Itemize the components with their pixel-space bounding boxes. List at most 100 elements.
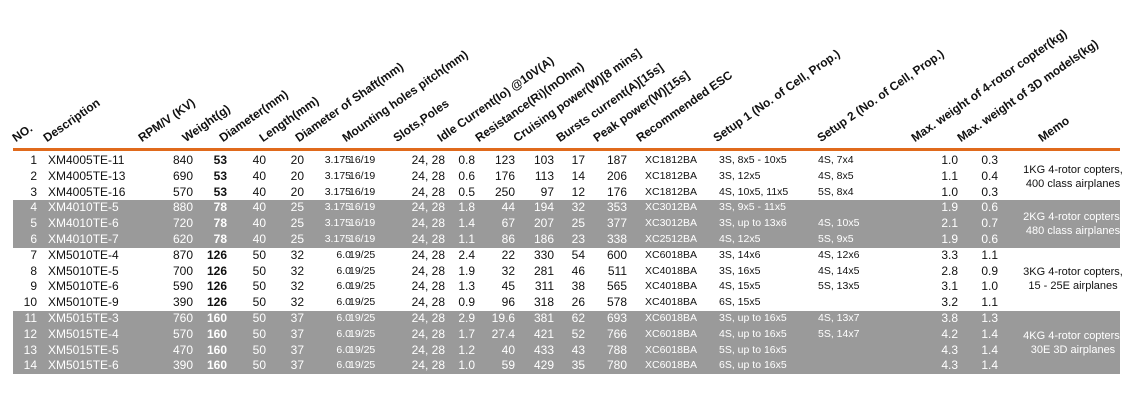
cell-cruise: 330 (533, 247, 554, 262)
cell-slots: 24, 28 (411, 295, 445, 310)
cell-rpm: 700 (172, 263, 193, 278)
cell-cruise: 311 (534, 279, 554, 294)
cell-dia: 40 (252, 153, 266, 167)
cell-desc: XM5010TE-6 (48, 279, 119, 294)
cell-esc: XC6018BA (645, 359, 697, 372)
cell-no: 7 (30, 247, 37, 262)
cell-s2: 4S, 14x5 (818, 264, 860, 277)
memo-line: 1KG 4-rotor copters, (1023, 163, 1123, 176)
cell-s2: 5S, 9x5 (818, 232, 854, 245)
cell-holes: 16/19 (349, 217, 376, 230)
table-row: 2 XM4005TE-13 690 53 40 20 3.175 16/19 24, 28 0.6… (13, 168, 1120, 185)
cell-wt: 53 (213, 184, 227, 199)
cell-no: 8 (30, 263, 37, 278)
cell-rpm: 760 (172, 310, 193, 325)
cell-shaft: 6.0 (336, 248, 351, 261)
cell-cruise: 429 (533, 358, 554, 373)
memo-line: 400 class airplanes (1025, 177, 1121, 190)
cell-desc: XM5015TE-4 (48, 326, 119, 341)
cell-dia: 40 (252, 184, 266, 199)
cell-holes: 16/19 (349, 185, 376, 198)
cell-esc: XC3012BA (645, 201, 697, 214)
cell-cruise: 207 (533, 216, 554, 231)
cell-m3d: 1.3 (981, 310, 998, 325)
header-memo: Memo (1035, 113, 1072, 145)
cell-slots: 24, 28 (411, 326, 445, 341)
cell-res: 19.6 (491, 310, 515, 325)
cell-res: 40 (501, 342, 515, 357)
cell-peak: 565 (606, 279, 627, 294)
cell-idle: 1.3 (458, 279, 475, 294)
cell-burst: 14 (571, 168, 585, 183)
cell-rpm: 720 (172, 216, 193, 231)
cell-idle: 1.7 (458, 326, 475, 341)
cell-rpm: 880 (172, 200, 193, 215)
cell-s1: 4S, 10x5, 11x5 (719, 185, 789, 198)
cell-no: 9 (30, 279, 37, 294)
cell-m3d: 1.1 (981, 247, 998, 262)
cell-idle: 1.0 (458, 358, 475, 373)
cell-no: 12 (23, 326, 37, 341)
cell-wt: 78 (213, 231, 227, 246)
cell-res: 27.4 (491, 326, 515, 341)
cell-wt: 78 (213, 216, 227, 231)
cell-len: 20 (290, 168, 304, 183)
cell-m4: 3.1 (941, 279, 958, 294)
cell-esc: XC6018BA (645, 327, 697, 340)
cell-idle: 1.1 (458, 231, 475, 246)
cell-peak: 511 (607, 263, 627, 278)
memo-cell: 4KG 4-rotor copters, 30E 3D airplanes (1013, 329, 1128, 357)
cell-idle: 1.8 (458, 200, 475, 215)
cell-m3d: 1.4 (981, 358, 998, 373)
cell-cruise: 113 (534, 168, 554, 183)
cell-peak: 176 (606, 184, 627, 199)
cell-s2: 4S, 8x5 (818, 169, 854, 182)
cell-s1: 4S, up to 16x5 (719, 327, 787, 340)
cell-s1: 6S, 15x5 (719, 296, 761, 309)
memo-line: 480 class airplanes (1025, 225, 1121, 238)
cell-len: 37 (290, 342, 304, 357)
cell-dia: 50 (252, 247, 266, 262)
cell-s2 (818, 358, 908, 374)
cell-peak: 600 (606, 247, 627, 262)
table-row: 7 XM5010TE-4 870 126 50 32 6.0 19/25 24, 28 2.4 22… (13, 247, 1120, 264)
cell-holes: 16/19 (349, 201, 376, 214)
cell-rpm: 590 (172, 279, 193, 294)
cell-no: 10 (23, 295, 37, 310)
cell-s1: 4S, 12x5 (719, 232, 761, 245)
cell-idle: 0.8 (458, 153, 475, 167)
cell-desc: XM5015TE-5 (48, 342, 119, 357)
cell-wt: 160 (206, 342, 227, 357)
cell-rpm: 620 (172, 231, 193, 246)
cell-m3d: 1.4 (981, 342, 998, 357)
cell-res: 123 (494, 153, 515, 167)
cell-res: 59 (501, 358, 515, 373)
cell-dia: 50 (252, 326, 266, 341)
cell-m4: 1.0 (941, 153, 958, 167)
cell-slots: 24, 28 (411, 358, 445, 373)
cell-no: 3 (30, 184, 37, 199)
cell-dia: 40 (252, 168, 266, 183)
cell-m3d: 0.3 (981, 153, 998, 167)
table-row: 11 XM5015TE-3 760 160 50 37 6.0 19/25 24, 28 2.9 1… (13, 310, 1120, 327)
motor-table-body: 1 XM4005TE-11 840 53 40 20 3.175 16/19 24, 28 0.8… (13, 153, 1123, 375)
cell-s1: 3S, up to 13x6 (719, 217, 787, 230)
cell-holes: 16/19 (349, 232, 376, 245)
cell-shaft: 3.175 (324, 154, 351, 166)
cell-s2: 5S, 13x5 (818, 280, 860, 293)
cell-peak: 780 (606, 358, 627, 373)
cell-idle: 0.9 (458, 295, 475, 310)
cell-holes: 19/25 (349, 264, 376, 277)
cell-shaft: 3.175 (324, 201, 351, 214)
cell-rpm: 570 (172, 184, 193, 199)
cell-peak: 766 (606, 326, 627, 341)
cell-idle: 2.4 (458, 247, 475, 262)
cell-m4: 4.2 (941, 326, 958, 341)
cell-no: 14 (23, 358, 37, 373)
cell-s2 (818, 200, 908, 216)
cell-holes: 19/25 (349, 280, 376, 293)
cell-idle: 1.4 (458, 216, 475, 231)
cell-esc: XC3012BA (645, 217, 697, 230)
cell-res: 250 (494, 184, 515, 199)
cell-s1: 4S, 15x5 (719, 280, 761, 293)
